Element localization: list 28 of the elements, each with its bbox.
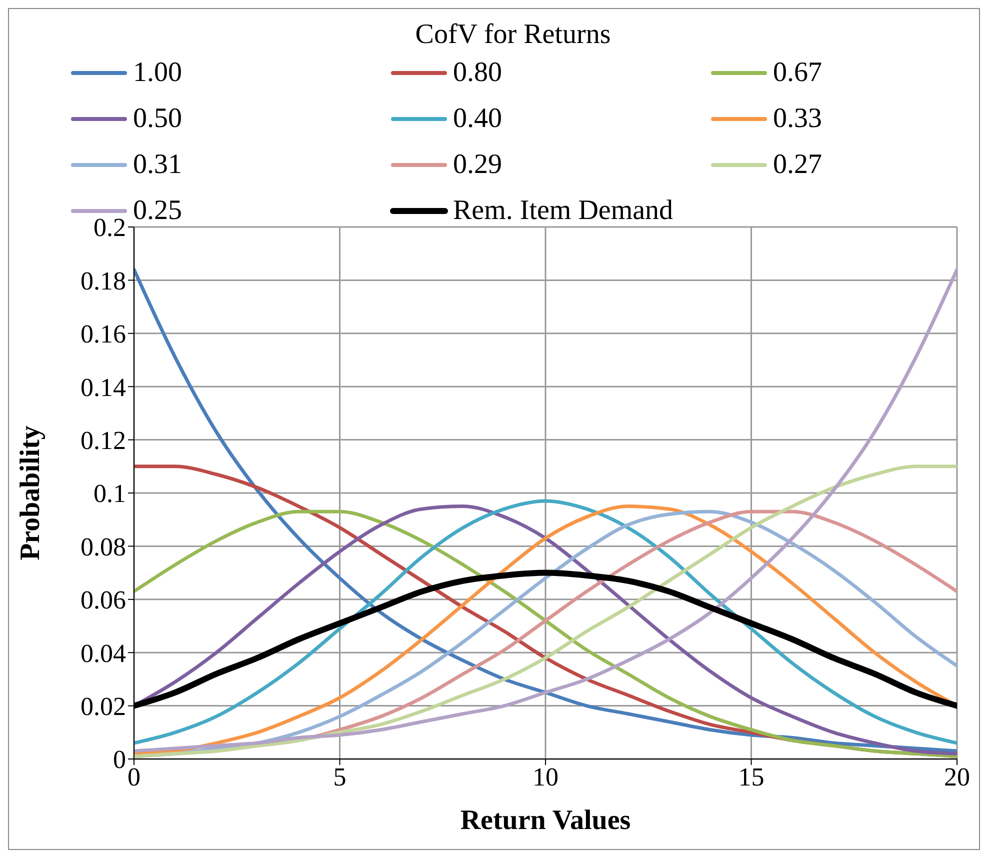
legend-label: 0.67: [773, 57, 822, 89]
legend-label: 0.29: [453, 149, 502, 181]
legend-label: 0.25: [133, 195, 182, 227]
y-tick-label: 0.04: [80, 638, 126, 668]
x-axis-title: Return Values: [460, 805, 631, 836]
legend-label: 0.50: [133, 103, 182, 135]
legend-label: 1.00: [133, 57, 182, 89]
y-tick-label: 0.08: [80, 532, 126, 562]
legend-title: CofV for Returns: [414, 19, 612, 51]
x-tick-label: 20: [944, 762, 970, 792]
y-tick-label: 0.2: [94, 213, 126, 242]
y-tick-label: 0.12: [80, 426, 126, 456]
y-tick-label: 0.06: [80, 586, 126, 615]
y-tick-label: 0.1: [94, 479, 126, 508]
y-axis-title: Probability: [14, 426, 46, 560]
y-tick-label: 0.16: [80, 320, 126, 349]
x-tick-label: 10: [532, 762, 558, 792]
y-tick-label: 0.14: [80, 372, 126, 402]
y-tick-label: 0.18: [80, 266, 126, 296]
legend-label: 0.40: [453, 103, 502, 135]
legend-label: Rem. Item Demand: [453, 195, 674, 227]
legend-label: 0.31: [133, 149, 182, 181]
legend-label: 0.27: [773, 149, 822, 181]
legend-label: 0.80: [453, 57, 502, 89]
legend-label: 0.33: [773, 103, 822, 135]
x-tick-label: 15: [738, 762, 764, 792]
y-tick-label: 0.02: [80, 692, 126, 722]
x-tick-label: 5: [333, 762, 346, 792]
